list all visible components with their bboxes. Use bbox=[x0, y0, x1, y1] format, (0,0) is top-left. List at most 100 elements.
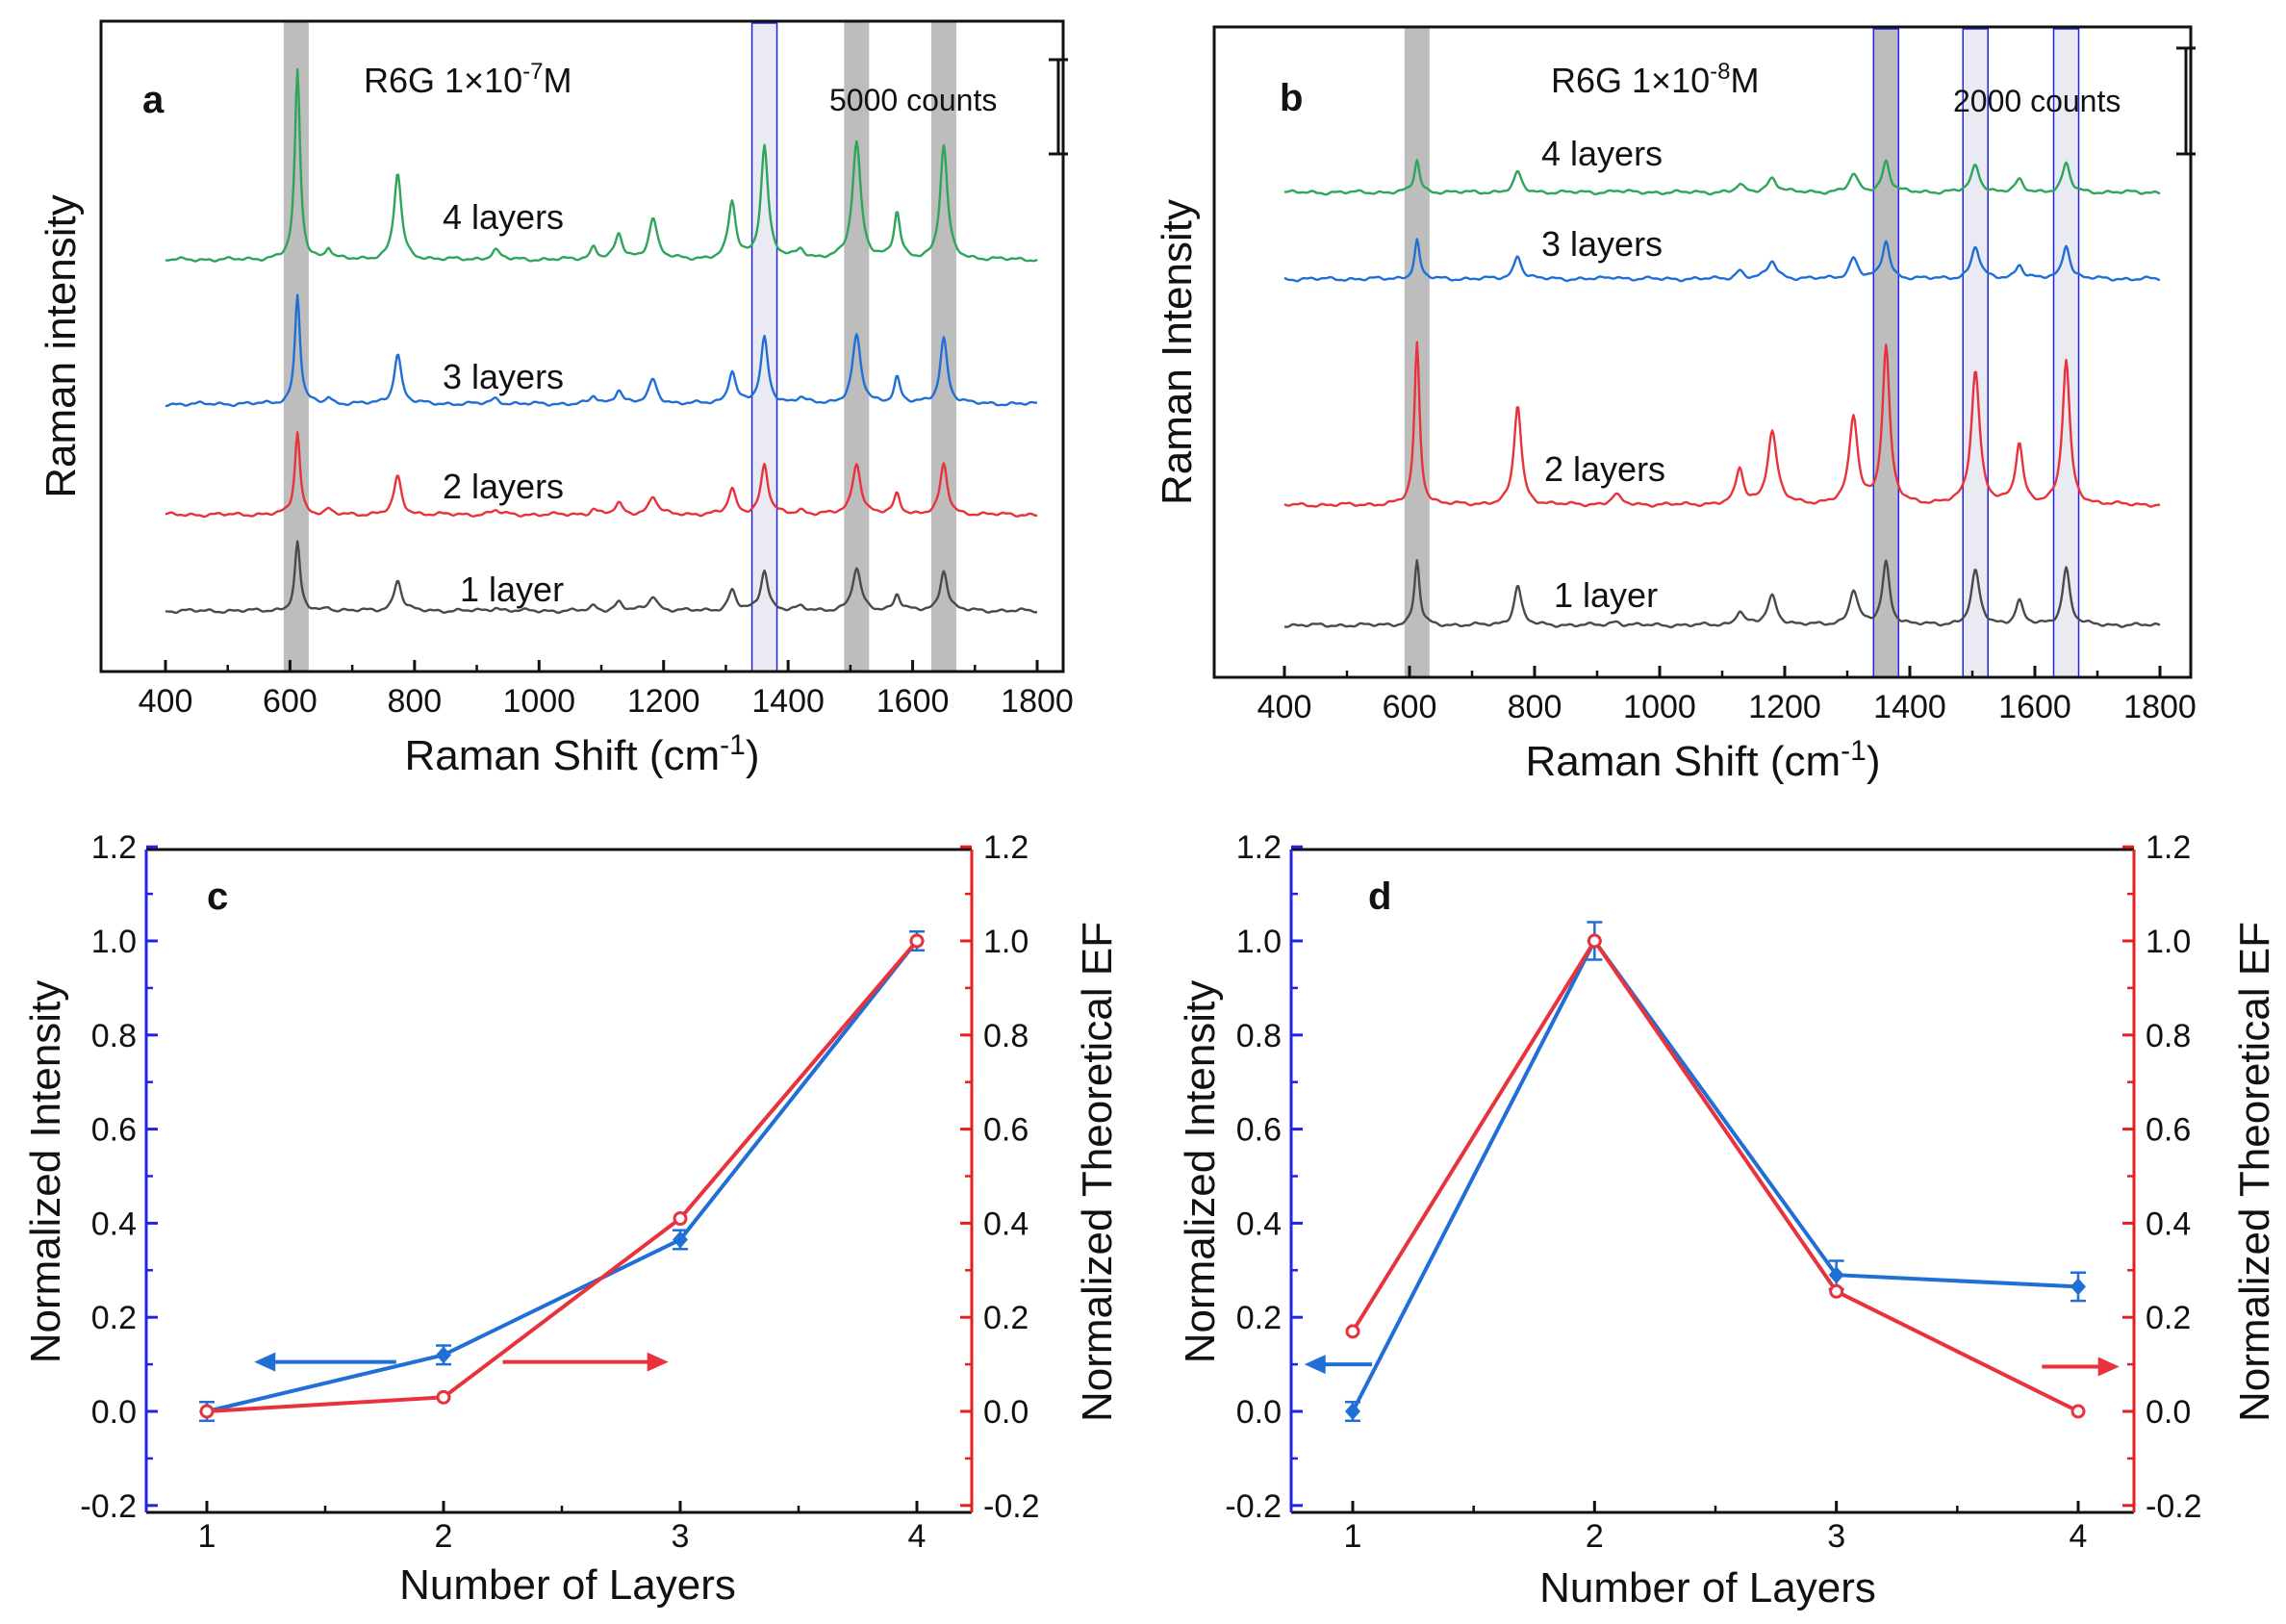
left-y-tick-label: -0.2 bbox=[80, 1488, 137, 1525]
left-y-tick-label: 0.4 bbox=[91, 1205, 137, 1242]
panel-a-x-ticks: 400 600 800 1000 1200 1400 1600 1800 bbox=[139, 660, 1074, 720]
x-tick-label: 800 bbox=[1508, 689, 1562, 725]
data-point bbox=[2070, 1278, 2086, 1296]
data-point bbox=[1587, 933, 1602, 949]
right-y-tick-label: -0.2 bbox=[2146, 1488, 2202, 1525]
right-axis-arrow bbox=[502, 1352, 669, 1372]
left-y-tick-label: 0.8 bbox=[1236, 1018, 1282, 1054]
spectrum-line bbox=[1283, 559, 2161, 629]
panel-a-label: a bbox=[142, 79, 165, 121]
left-y-tick-label: 1.0 bbox=[91, 924, 137, 960]
x-tick-label: 1000 bbox=[1623, 689, 1696, 725]
panel-b-scale-bar bbox=[2176, 46, 2196, 156]
data-point bbox=[1345, 1324, 1360, 1339]
x-tick-label: 1400 bbox=[751, 683, 825, 720]
panel-c-right-y-axis-title: Normalized Theoretical EF bbox=[1074, 922, 1121, 1422]
spectrum-line bbox=[165, 540, 1038, 615]
right-y-tick-label: 0.2 bbox=[2146, 1300, 2191, 1336]
left-y-tick-label: 1.0 bbox=[1236, 924, 1282, 960]
left-y-tick-label: 0.8 bbox=[91, 1018, 137, 1054]
right-y-tick-label: 0.6 bbox=[2146, 1112, 2191, 1149]
x-tick-label: 1200 bbox=[1748, 689, 1821, 725]
right-y-tick-label: 1.2 bbox=[2146, 829, 2191, 866]
data-point bbox=[2070, 1404, 2086, 1419]
panel-a-title: R6G 1×10-7M bbox=[364, 59, 572, 100]
x-tick-label: 1 bbox=[1344, 1518, 1362, 1555]
data-point bbox=[199, 1404, 215, 1419]
panel-d-right-y-axis-title: Normalized Theoretical EF bbox=[2231, 922, 2278, 1422]
left-axis-arrow bbox=[254, 1352, 396, 1372]
panel-b-highlight-bands bbox=[1404, 27, 2080, 678]
data-point bbox=[1829, 1283, 1844, 1299]
panel-b-axes-frame bbox=[1212, 25, 2193, 679]
left-y-tick-label: 0.2 bbox=[1236, 1300, 1282, 1336]
left-y-tick-label: 0.2 bbox=[91, 1300, 137, 1336]
panel-b-x-ticks: 400 600 800 1000 1200 1400 1600 1800 bbox=[1257, 666, 2197, 725]
panel-a: 4 layers 3 layers 2 layers 1 layer 400 600 80… bbox=[38, 19, 1074, 779]
left-y-tick-label: 1.2 bbox=[91, 829, 137, 866]
highlight-band bbox=[1962, 28, 1989, 678]
x-tick-label: 1 bbox=[198, 1518, 216, 1555]
right-y-tick-label: 0.6 bbox=[983, 1112, 1029, 1149]
left-y-tick-label: 0.4 bbox=[1236, 1205, 1282, 1242]
right-y-tick-label: 0.4 bbox=[2146, 1205, 2191, 1242]
x-tick-label: 1400 bbox=[1873, 689, 1946, 725]
x-tick-label: 800 bbox=[387, 683, 442, 720]
data-point bbox=[909, 933, 925, 949]
highlight-band bbox=[1872, 28, 1900, 678]
panel-b-spectra: 4 layers 3 layers 2 layers 1 layer bbox=[1283, 134, 2161, 629]
panel-d: d Number of Layers Normalized Intensity … bbox=[1177, 829, 2278, 1611]
data-point bbox=[1345, 1403, 1360, 1420]
panel-c: c Number of Layers Normalized Intensity … bbox=[22, 829, 1121, 1609]
panel-d-x-axis-title: Number of Layers bbox=[1539, 1564, 1876, 1611]
panel-d-label: d bbox=[1368, 875, 1391, 918]
x-tick-label: 4 bbox=[2070, 1518, 2088, 1555]
x-tick-label: 1600 bbox=[1998, 689, 2071, 725]
x-tick-label: 1800 bbox=[1001, 683, 1074, 720]
x-tick-label: 1800 bbox=[2123, 689, 2197, 725]
right-y-tick-label: 0.8 bbox=[983, 1018, 1029, 1054]
panel-a-y-axis-title: Raman intensity bbox=[38, 194, 85, 497]
data-point bbox=[673, 1211, 688, 1227]
left-axis-arrow bbox=[1304, 1355, 1373, 1375]
data-point bbox=[673, 1231, 688, 1249]
series-label: 2 layers bbox=[443, 467, 564, 506]
data-point bbox=[1828, 1266, 1844, 1284]
panel-b: 4 layers 3 layers 2 layers 1 layer 400 600 80… bbox=[1154, 25, 2197, 785]
panel-b-title: R6G 1×10-8M bbox=[1551, 59, 1759, 100]
panel-a-highlight-bands bbox=[283, 21, 956, 672]
left-y-tick-label: 0.0 bbox=[91, 1394, 137, 1431]
panel-a-axes-frame bbox=[99, 19, 1065, 673]
x-tick-label: 3 bbox=[1827, 1518, 1845, 1555]
series-label: 1 layer bbox=[460, 570, 564, 609]
right-y-tick-label: 1.2 bbox=[983, 829, 1029, 866]
x-tick-label: 1600 bbox=[876, 683, 950, 720]
right-y-tick-label: 0.8 bbox=[2146, 1018, 2191, 1054]
data-point bbox=[436, 1346, 451, 1364]
left-y-tick-label: 0.0 bbox=[1236, 1394, 1282, 1431]
panel-a-scale-bar bbox=[1049, 58, 1068, 156]
x-tick-label: 4 bbox=[908, 1518, 927, 1555]
x-tick-label: 3 bbox=[672, 1518, 690, 1555]
series-label: 1 layer bbox=[1554, 575, 1658, 615]
highlight-band bbox=[930, 21, 956, 672]
highlight-band bbox=[750, 22, 778, 672]
left-y-tick-label: 0.6 bbox=[1236, 1112, 1282, 1149]
series-label: 2 layers bbox=[1544, 449, 1665, 489]
x-tick-label: 400 bbox=[139, 683, 193, 720]
series-line bbox=[206, 939, 919, 1413]
series-label: 4 layers bbox=[1541, 134, 1663, 173]
series-line bbox=[1351, 937, 2079, 1412]
x-tick-label: 2 bbox=[1586, 1518, 1604, 1555]
left-y-tick-label: 0.6 bbox=[91, 1112, 137, 1149]
panel-c-label: c bbox=[207, 875, 228, 918]
panel-b-y-axis-title: Raman Intensity bbox=[1154, 199, 1201, 505]
data-point bbox=[436, 1389, 451, 1405]
right-y-tick-label: 0.2 bbox=[983, 1300, 1029, 1336]
spectrum-line bbox=[1283, 159, 2161, 196]
right-y-tick-label: 1.0 bbox=[983, 924, 1029, 960]
right-y-tick-label: 0.0 bbox=[2146, 1394, 2191, 1431]
x-tick-label: 400 bbox=[1257, 689, 1312, 725]
right-axis-arrow bbox=[2042, 1357, 2120, 1377]
series-line bbox=[1351, 937, 2079, 1413]
